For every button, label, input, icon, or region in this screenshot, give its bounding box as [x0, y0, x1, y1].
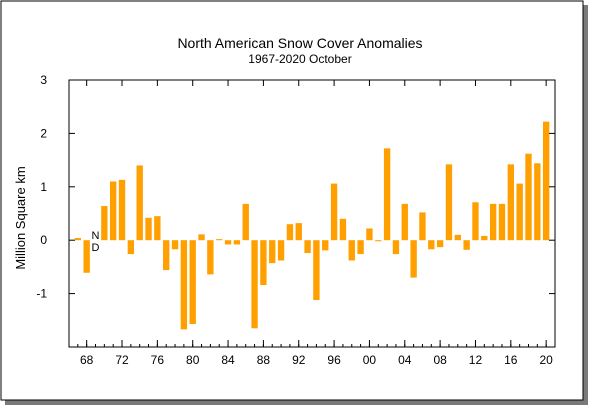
bar-1992 [295, 223, 302, 241]
bar-2014 [489, 203, 497, 241]
y-tick-label: 0 [40, 233, 47, 247]
bar-2009 [445, 164, 453, 241]
bar-1996 [330, 183, 338, 241]
bar-1985 [233, 240, 241, 245]
x-tick-label: 08 [433, 353, 447, 367]
axes-layer [68, 79, 556, 348]
bar-1981 [198, 234, 205, 241]
bar-1972 [118, 179, 126, 241]
bar-1982 [207, 240, 214, 275]
bar-2012 [472, 202, 479, 241]
bar-1967 [74, 238, 82, 241]
bars-layer [74, 121, 550, 330]
bar-1974 [136, 165, 143, 241]
bar-2013 [481, 235, 488, 241]
bar-2003 [392, 240, 400, 255]
bar-2001 [375, 240, 382, 242]
bar-1971 [110, 181, 117, 241]
bar-2007 [428, 240, 435, 250]
bar-1995 [322, 240, 329, 251]
y-tick-label: 1 [40, 180, 47, 194]
bar-1989 [269, 240, 276, 264]
x-tick-label: 04 [398, 353, 412, 367]
bar-1979 [180, 240, 188, 330]
bar-2008 [436, 240, 444, 248]
bar-2018 [525, 153, 532, 241]
bar-1986 [242, 203, 249, 241]
bar-1990 [277, 240, 285, 261]
bar-1975 [145, 217, 152, 241]
bar-2016 [507, 164, 514, 241]
x-tick-label: 84 [221, 353, 235, 367]
bar-1977 [163, 240, 170, 271]
bar-2015 [498, 203, 506, 241]
bar-1999 [357, 240, 364, 255]
x-tick-label: 00 [363, 353, 377, 367]
y-tick-label: 3 [40, 73, 47, 87]
bar-2017 [516, 183, 523, 241]
x-tick-label: 20 [539, 353, 553, 367]
bar-2002 [383, 148, 391, 241]
y-axis-label: Million Square km [13, 166, 28, 269]
bar-1991 [286, 224, 294, 241]
x-tick-label: 68 [80, 353, 94, 367]
bar-1970 [101, 206, 108, 241]
bar-1988 [260, 240, 267, 286]
x-tick-label: 72 [115, 353, 129, 367]
bar-2000 [366, 228, 373, 241]
bar-2005 [410, 240, 417, 278]
chart-subtitle: 1967-2020 October [248, 52, 351, 66]
missing-data-label-d: D [92, 242, 100, 254]
bar-1994 [313, 240, 320, 301]
bar-1983 [216, 239, 223, 241]
bar-2011 [463, 240, 470, 250]
bar-1984 [224, 240, 232, 245]
y-tick-label: -1 [36, 287, 47, 301]
bar-1993 [304, 240, 311, 254]
bar-2019 [534, 163, 541, 241]
x-tick-label: 12 [469, 353, 483, 367]
bar-1998 [348, 240, 355, 261]
bar-1968 [83, 240, 90, 273]
bar-2004 [401, 203, 408, 241]
bar-2006 [419, 212, 426, 241]
y-tick-label: 2 [40, 126, 47, 140]
bar-2020 [542, 121, 550, 241]
bar-1978 [171, 240, 179, 250]
bar-1987 [251, 240, 258, 329]
x-tick-label: 80 [186, 353, 200, 367]
bar-1973 [127, 240, 135, 255]
plot-border [68, 79, 556, 348]
bar-1980 [189, 240, 196, 325]
x-tick-label: 88 [257, 353, 271, 367]
missing-data-label-n: N [92, 230, 100, 242]
x-tick-label: 16 [504, 353, 518, 367]
x-tick-label: 92 [292, 353, 306, 367]
x-tick-label: 76 [151, 353, 165, 367]
x-tick-label: 96 [327, 353, 341, 367]
chart-title: North American Snow Cover Anomalies [177, 35, 422, 51]
bar-1976 [154, 216, 161, 241]
bar-1997 [339, 218, 347, 241]
bar-2010 [454, 234, 461, 241]
card-background [0, 0, 584, 401]
